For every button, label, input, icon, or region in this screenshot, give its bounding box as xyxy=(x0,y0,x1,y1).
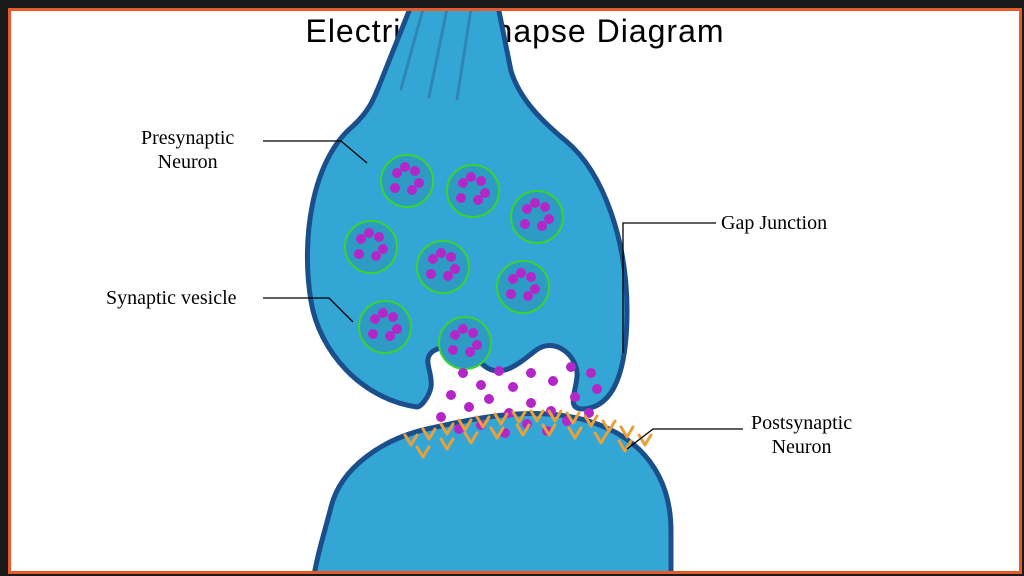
diagram-frame: Electrical Synapse Diagram Presynaptic N… xyxy=(8,8,1022,574)
label-synaptic-vesicle: Synaptic vesicle xyxy=(106,286,237,310)
label-gap-junction: Gap Junction xyxy=(721,211,827,235)
label-text: Neuron xyxy=(158,151,218,173)
label-text: Presynaptic xyxy=(141,127,234,149)
label-text: Gap Junction xyxy=(721,212,827,234)
label-text: Synaptic vesicle xyxy=(106,287,237,309)
label-text: Neuron xyxy=(772,436,832,458)
label-text: Postsynaptic xyxy=(751,412,852,434)
label-presynaptic: Presynaptic Neuron xyxy=(141,126,234,174)
label-postsynaptic: Postsynaptic Neuron xyxy=(751,411,852,459)
